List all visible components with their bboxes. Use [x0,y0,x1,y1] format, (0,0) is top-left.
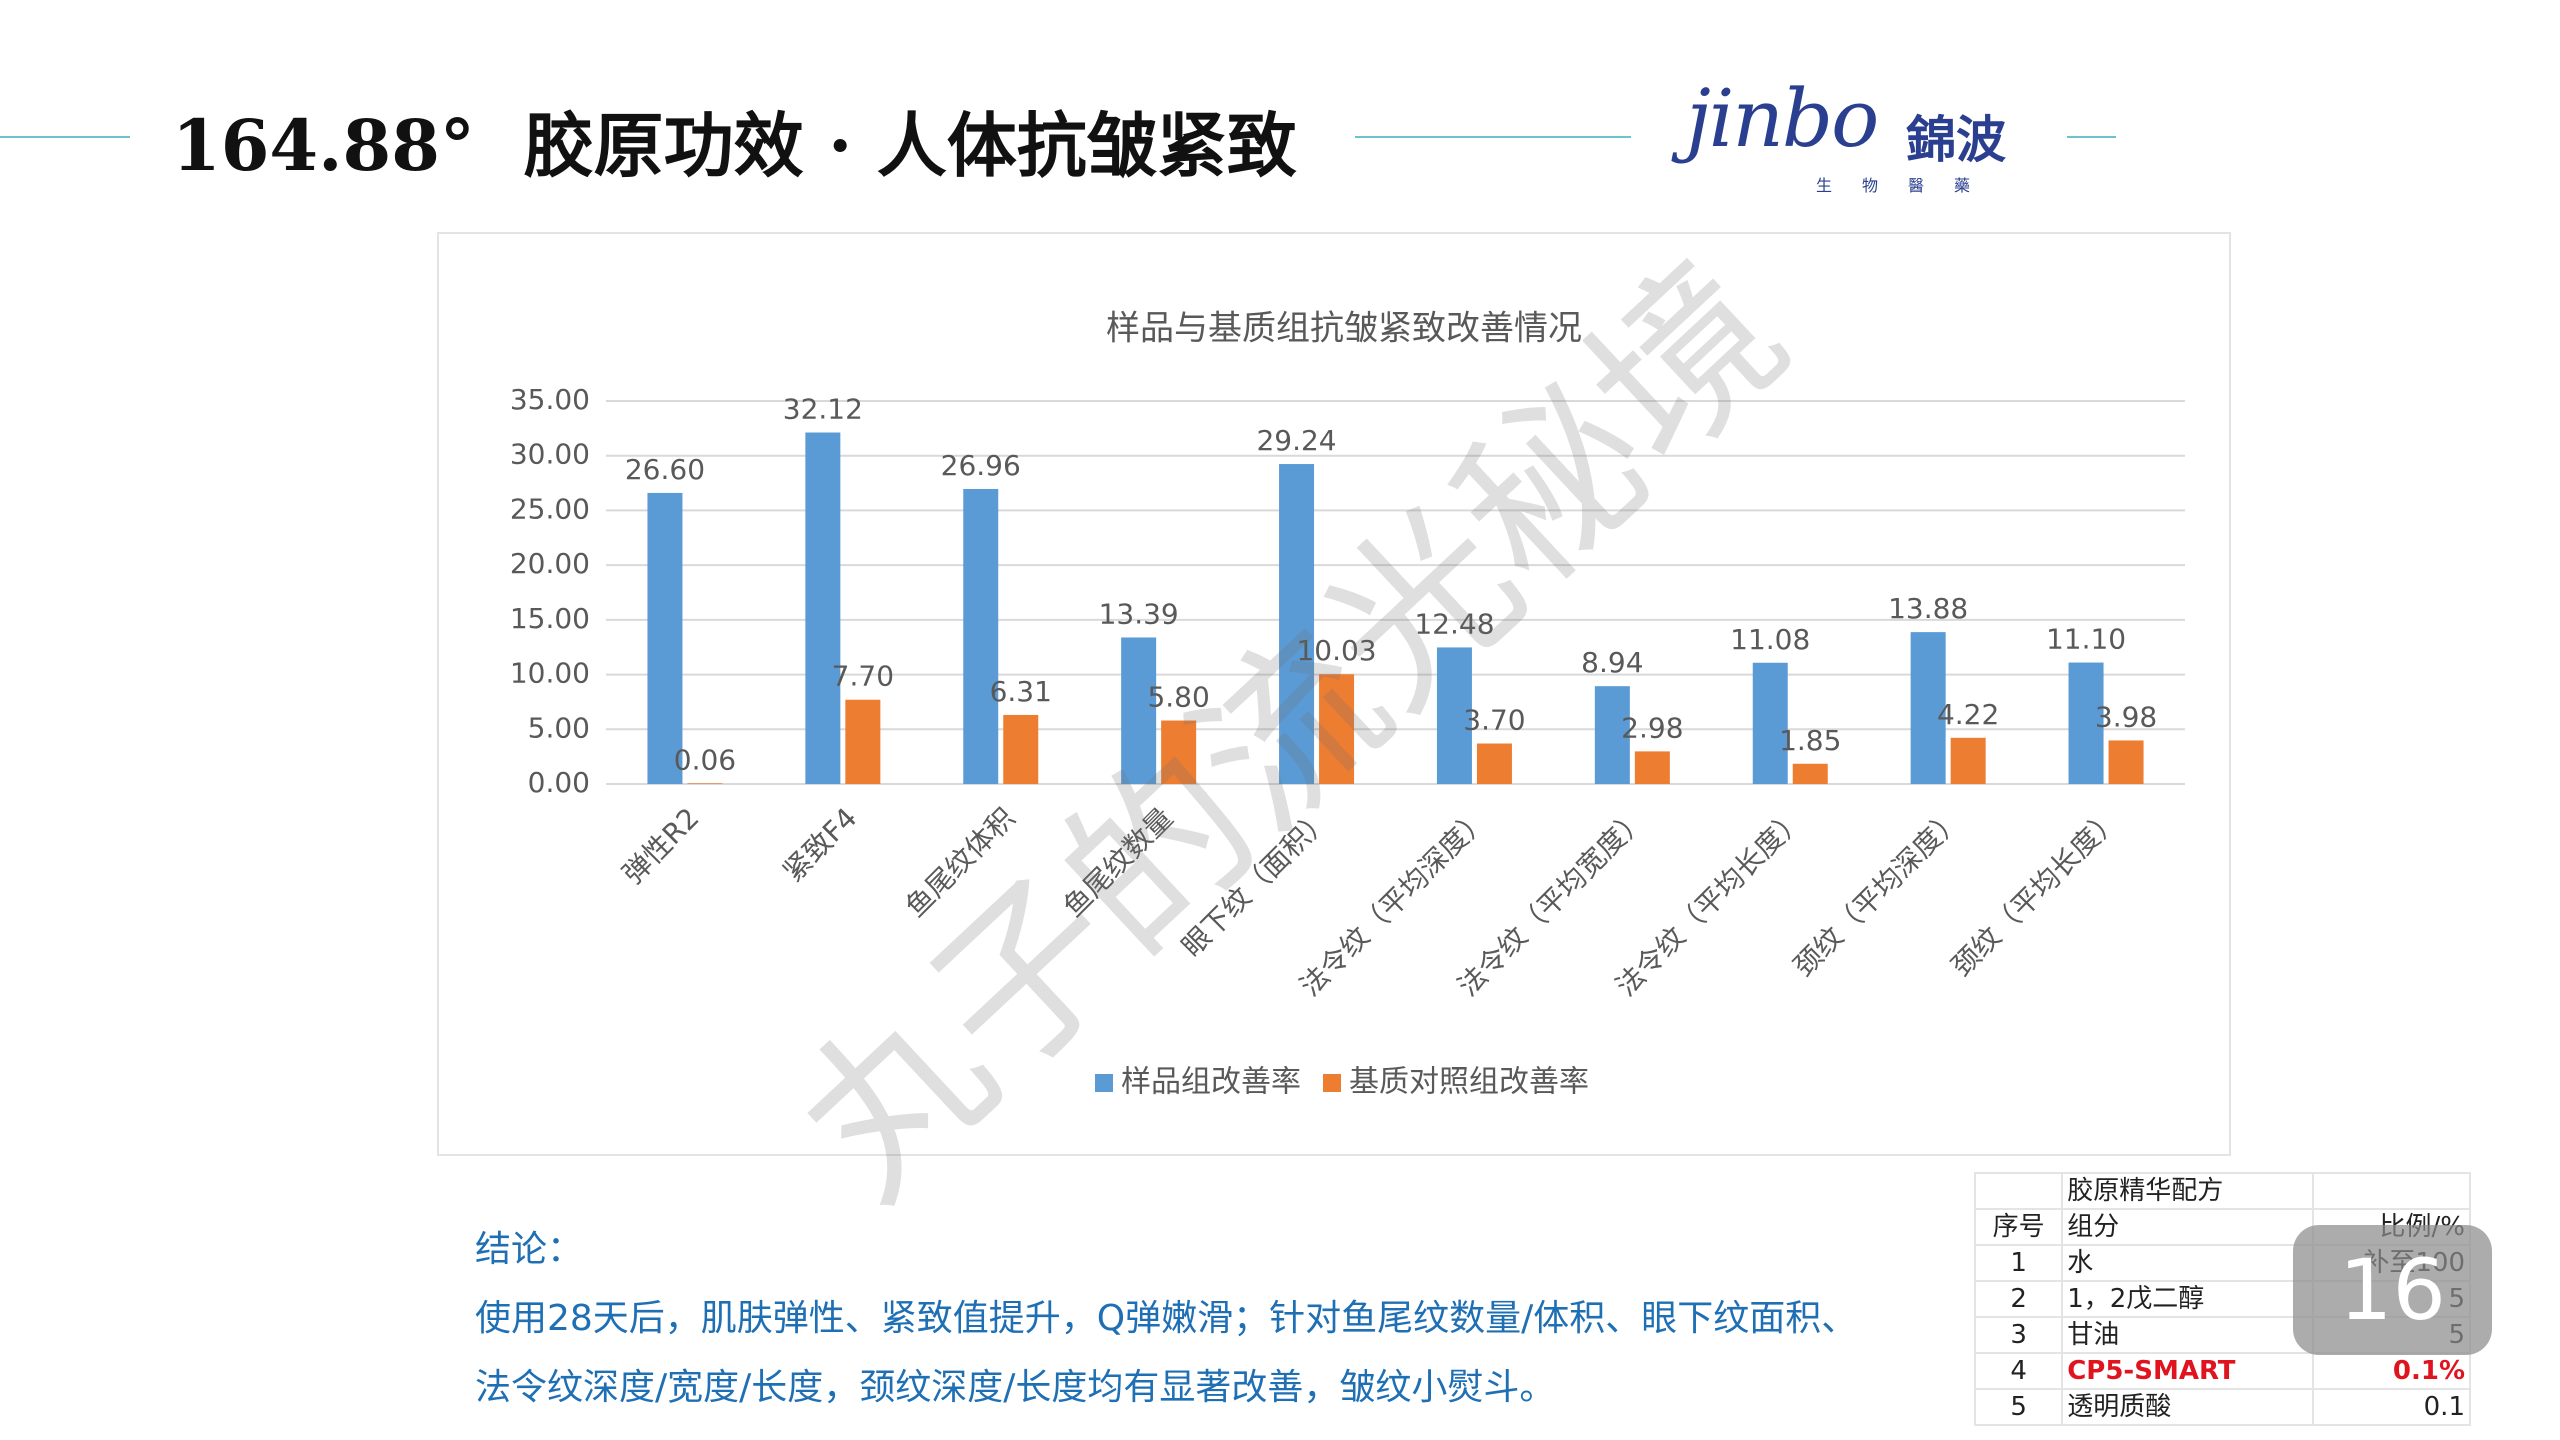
table-cell: 0.1% [2311,1352,2472,1390]
y-tick-label: 25.00 [510,492,590,525]
bar [1279,464,1315,784]
y-tick-label: 30.00 [510,438,590,471]
x-tick-label: 鱼尾纹数量 [1057,801,1179,923]
bar [805,432,841,784]
conclusion: 结论： 使用28天后，肌肤弹性、紧致值提升，Q弹嫩滑；针对鱼尾纹数量/体积、眼下… [475,1215,1857,1422]
value-label: 6.31 [990,675,1052,708]
chart-title: 样品与基质组抗皱紧致改善情况 [1106,309,1582,349]
y-tick-label: 0.00 [528,766,590,799]
value-label: 26.96 [941,449,1021,482]
bar [1476,743,1512,784]
bar [1594,686,1630,784]
value-label: 3.70 [1463,704,1525,737]
logo: jinbo 錦波 生物醫藥 [1686,72,2056,202]
bar [687,783,723,784]
bar [1752,662,1788,784]
value-label: 2.98 [1621,711,1683,744]
y-tick-label: 5.00 [528,711,590,744]
x-tick-label: 鱼尾纹体积 [899,801,1021,923]
value-label: 11.10 [2046,623,2126,656]
bar [647,492,683,784]
table-cell: 2 [1973,1280,2064,1318]
bar [1950,737,1986,784]
header-rule [0,136,130,138]
y-tick-label: 15.00 [510,602,590,635]
value-label: 32.12 [783,393,863,426]
bar [1161,720,1197,784]
x-tick-label: 弹性R2 [616,801,705,890]
bar [1319,674,1355,784]
table-cell: CP5-SMART [2061,1352,2314,1390]
header-rule [1355,136,1631,138]
y-tick-label: 20.00 [510,547,590,580]
logo-name: 錦波 [1906,110,2006,169]
value-label: 8.94 [1581,646,1643,679]
bar [1003,714,1039,784]
conclusion-line: 法令纹深度/宽度/长度，颈纹深度/长度均有显著改善，皱纹小熨斗。 [475,1367,1556,1408]
y-tick-label: 35.00 [510,383,590,416]
bar [1121,637,1157,784]
chart: 样品与基质组抗皱紧致改善情况 0.00 5.00 10.00 15.00 20.00 25… [510,309,2185,1100]
x-tick-label: 颈纹（平均深度） [1787,801,1969,983]
value-label: 0.06 [674,743,736,776]
legend-swatch [1323,1074,1341,1092]
logo-brand: jinbo [1686,72,1879,165]
value-label: 29.24 [1256,424,1336,457]
value-label: 26.60 [625,453,705,486]
table-row: 5 透明质酸 0.1 [1973,1388,2472,1426]
table-cell: 1，2戊二醇 [2061,1280,2314,1318]
value-label: 11.08 [1730,623,1810,656]
table-cell: 透明质酸 [2061,1388,2314,1426]
conclusion-heading: 结论： [475,1229,584,1270]
bar [2068,662,2104,784]
table-row: 胶原精华配方 [1973,1172,2472,1210]
table-cell: 1 [1973,1244,2064,1282]
y-tick-label: 10.00 [510,657,590,690]
value-label: 3.98 [2095,700,2157,733]
logo-subtitle: 生物醫藥 [1816,176,2001,195]
value-label: 7.70 [832,660,894,693]
table-header: 序号 [1973,1208,2064,1246]
table-header: 组分 [2061,1208,2314,1246]
bar [963,488,999,784]
bar [1910,632,1946,784]
value-label: 5.80 [1147,681,1209,714]
table-cell: 水 [2061,1244,2314,1282]
value-label: 4.22 [1937,698,1999,731]
table-cell: 4 [1973,1352,2064,1390]
value-label: 12.48 [1414,607,1494,640]
bar [845,699,881,784]
x-tick-label: 眼下纹（面积） [1175,801,1337,963]
value-label: 13.88 [1888,592,1968,625]
legend-label: 基质对照组改善率 [1349,1065,1589,1100]
table-cell [2311,1172,2472,1210]
bar [2108,740,2144,784]
table-title: 胶原精华配方 [2061,1172,2314,1210]
x-tick-label: 紧致F4 [777,801,864,888]
bar [1634,751,1670,784]
table-cell: 甘油 [2061,1316,2314,1354]
header-rule [2067,136,2116,138]
legend-label: 样品组改善率 [1121,1065,1301,1100]
table-cell [1973,1172,2064,1210]
table-cell: 0.1 [2311,1388,2472,1426]
value-label: 1.85 [1779,724,1841,757]
bar [1436,647,1472,784]
value-label: 10.03 [1296,634,1376,667]
value-label: 13.39 [1099,597,1179,630]
table-cell: 5 [1973,1388,2064,1426]
legend-swatch [1095,1074,1113,1092]
table-row: 4 CP5-SMART 0.1% [1973,1352,2472,1390]
table-cell: 3 [1973,1316,2064,1354]
page-number: 16 [2293,1225,2492,1355]
x-tick-label: 颈纹（平均长度） [1945,801,2127,983]
chart-frame: 样品与基质组抗皱紧致改善情况 0.00 5.00 10.00 15.00 20.00 25… [437,232,2231,1156]
slide-title: 164.88° 胶原功效 · 人体抗皱紧致 [172,104,1297,187]
bar [1792,763,1828,784]
conclusion-line: 使用28天后，肌肤弹性、紧致值提升，Q弹嫩滑；针对鱼尾纹数量/体积、眼下纹面积、 [475,1298,1858,1339]
